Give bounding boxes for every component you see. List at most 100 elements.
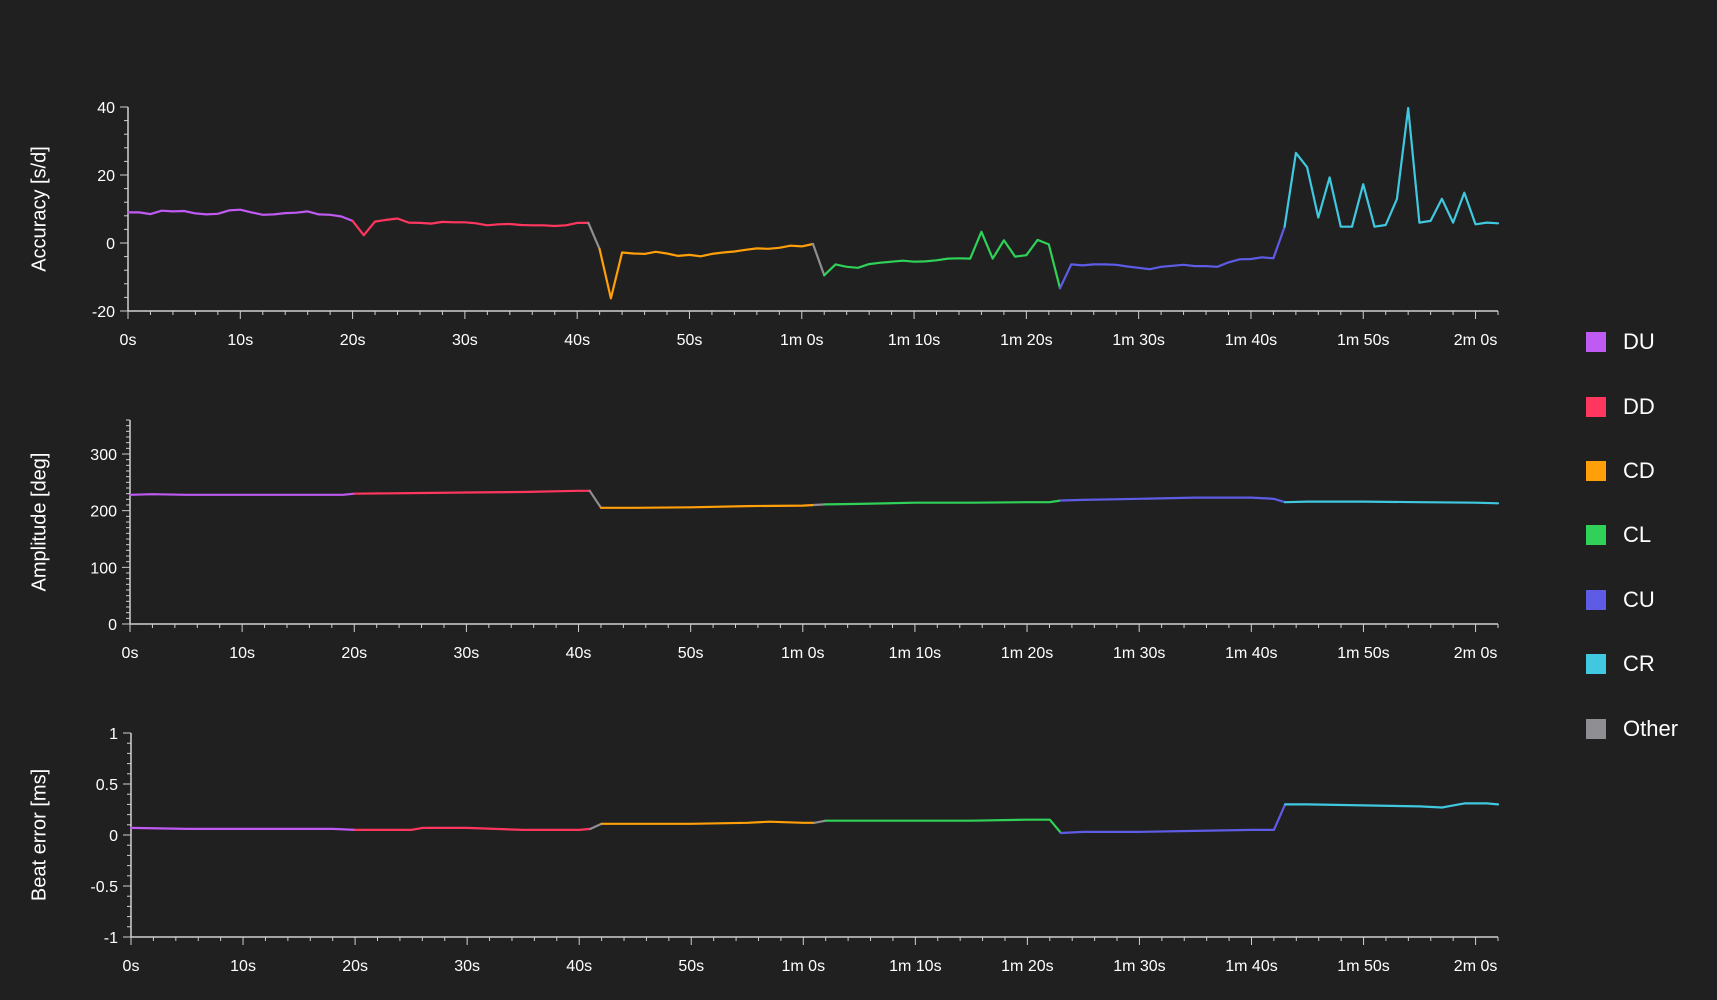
legend-label-du: DU xyxy=(1623,329,1655,355)
x-tick-label: 1m 0s xyxy=(781,645,825,662)
legend-label-cl: CL xyxy=(1623,522,1652,548)
x-tick-label: 1m 10s xyxy=(888,332,940,349)
x-tick-label: 2m 0s xyxy=(1454,645,1498,662)
x-tick-label: 40s xyxy=(566,645,592,662)
x-tick-label: 1m 0s xyxy=(780,332,824,349)
x-tick-label: 0s xyxy=(122,645,139,662)
x-tick-label: 40s xyxy=(564,332,590,349)
series-line-du xyxy=(128,492,356,496)
series-line-cu xyxy=(1059,803,1287,835)
legend-item-cl[interactable]: CL xyxy=(1586,503,1678,567)
x-tick-label: 30s xyxy=(454,958,480,975)
series-line-cd xyxy=(600,820,816,825)
x-tick-label: 1m 10s xyxy=(889,645,941,662)
y-tick-label: 20 xyxy=(97,168,115,185)
y-tick-label: -1 xyxy=(104,930,118,947)
x-tick-label: 1m 30s xyxy=(1112,332,1164,349)
series-line-other xyxy=(811,242,826,277)
x-tick-label: 20s xyxy=(340,332,366,349)
x-tick-label: 1m 40s xyxy=(1225,332,1277,349)
series-line-du xyxy=(129,826,357,832)
y-axis-title: Beat error [ms] xyxy=(28,769,50,901)
y-tick-label: -0.5 xyxy=(90,879,118,896)
legend-item-dd[interactable]: DD xyxy=(1586,374,1678,438)
series-line-dd xyxy=(351,217,590,237)
legend-item-cu[interactable]: CU xyxy=(1586,568,1678,632)
legend-swatch-cr xyxy=(1586,654,1606,675)
y-tick-label: 0 xyxy=(109,828,118,845)
x-tick-label: 10s xyxy=(229,645,255,662)
series-line-cr xyxy=(1283,802,1500,809)
legend-item-du[interactable]: DU xyxy=(1586,310,1678,374)
series-line-du xyxy=(126,208,354,222)
legend-label-cr: CR xyxy=(1623,651,1655,677)
x-tick-label: 1m 10s xyxy=(889,958,941,975)
series-line-other xyxy=(589,822,603,831)
series-line-cu xyxy=(1059,496,1287,504)
series-line-other xyxy=(587,221,601,251)
legend: DU DD CD CL CU CR Other xyxy=(1586,310,1678,761)
legend-label-other: Other xyxy=(1623,715,1679,741)
chart-2: 0 100 200 300 0s 10s 20s 30s 40s 50s 1m 0s 1m 10s 1m… xyxy=(28,419,1500,662)
series-line-other xyxy=(588,489,603,509)
x-tick-label: 40s xyxy=(566,958,592,975)
x-tick-label: 1m 20s xyxy=(1000,332,1052,349)
y-tick-label: 1 xyxy=(109,726,118,743)
x-tick-label: 50s xyxy=(678,645,704,662)
x-tick-label: 1m 50s xyxy=(1337,332,1389,349)
y-axis-title: Accuracy [s/d] xyxy=(28,146,50,272)
y-tick-label: 300 xyxy=(90,447,117,464)
y-axis-title: Amplitude [deg] xyxy=(28,453,50,592)
x-tick-label: 1m 50s xyxy=(1337,645,1389,662)
x-tick-label: 2m 0s xyxy=(1454,332,1498,349)
x-tick-label: 50s xyxy=(677,332,703,349)
legend-item-cr[interactable]: CR xyxy=(1586,632,1678,696)
legend-label-cd: CD xyxy=(1623,457,1655,483)
x-tick-label: 1m 30s xyxy=(1113,645,1165,662)
y-tick-label: 200 xyxy=(90,504,117,521)
x-tick-label: 20s xyxy=(342,958,368,975)
series-line-cl xyxy=(824,818,1063,835)
series-line-cl xyxy=(823,230,1062,290)
x-tick-label: 10s xyxy=(230,958,256,975)
chart-1: -20 0 20 40 0s 10s 20s 30s 40s 50s 1m 0s 1m 10s 1m 2… xyxy=(28,100,1500,349)
series-line-cl xyxy=(824,499,1062,506)
legend-swatch-dd xyxy=(1586,396,1606,417)
series-line-other xyxy=(812,503,827,507)
y-tick-label: 0 xyxy=(106,236,115,253)
x-tick-label: 1m 20s xyxy=(1001,958,1053,975)
legend-swatch-cl xyxy=(1586,525,1606,546)
x-tick-label: 1m 20s xyxy=(1001,645,1053,662)
x-tick-label: 1m 30s xyxy=(1113,958,1165,975)
x-tick-label: 1m 40s xyxy=(1225,645,1277,662)
series-line-cu xyxy=(1058,225,1286,290)
series-line-cd xyxy=(598,242,815,300)
legend-swatch-du xyxy=(1586,332,1606,353)
series-line-cr xyxy=(1283,500,1500,505)
x-tick-label: 2m 0s xyxy=(1454,958,1498,975)
y-tick-label: 100 xyxy=(90,560,117,577)
y-tick-label: 40 xyxy=(97,100,115,117)
legend-label-cu: CU xyxy=(1623,586,1655,612)
x-tick-label: 0s xyxy=(123,958,140,975)
y-tick-label: 0 xyxy=(108,617,117,634)
legend-swatch-cu xyxy=(1586,589,1606,610)
x-tick-label: 20s xyxy=(341,645,367,662)
x-tick-label: 30s xyxy=(453,645,479,662)
y-tick-label: -20 xyxy=(92,304,115,321)
series-line-dd xyxy=(354,826,592,832)
series-line-cr xyxy=(1283,106,1500,228)
x-tick-label: 10s xyxy=(227,332,253,349)
x-tick-label: 1m 50s xyxy=(1337,958,1389,975)
x-tick-label: 50s xyxy=(678,958,704,975)
x-tick-label: 0s xyxy=(120,332,137,349)
y-tick-label: 0.5 xyxy=(96,777,118,794)
x-tick-label: 1m 0s xyxy=(782,958,826,975)
x-tick-label: 1m 40s xyxy=(1225,958,1277,975)
legend-item-cd[interactable]: CD xyxy=(1586,439,1678,503)
series-line-cd xyxy=(599,503,816,509)
series-line-dd xyxy=(353,489,591,495)
legend-item-other[interactable]: Other xyxy=(1586,696,1678,760)
series-line-other xyxy=(813,819,827,824)
